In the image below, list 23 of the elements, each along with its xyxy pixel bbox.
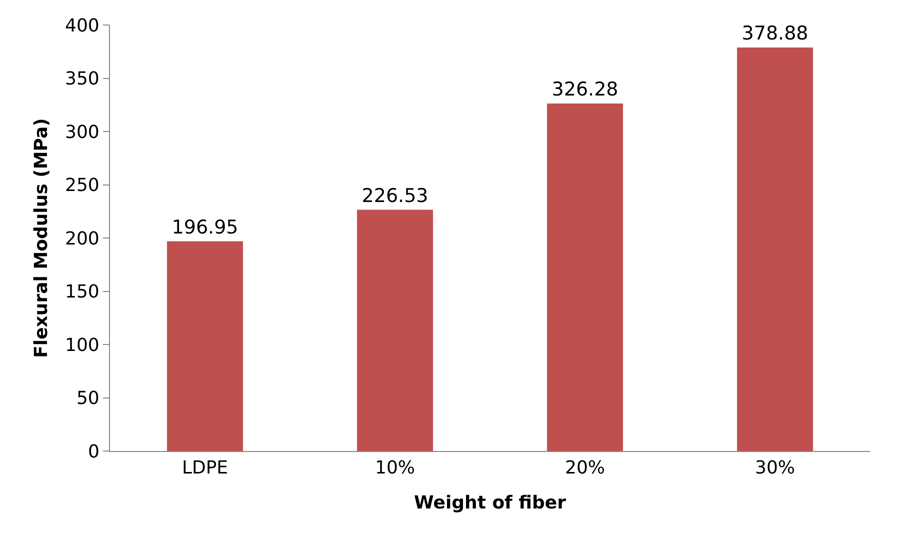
data-label: 226.53: [362, 184, 428, 207]
bar: [547, 104, 623, 451]
data-label: 378.88: [742, 22, 808, 44]
y-tick-label: 0: [88, 441, 100, 462]
x-tick-label: 10%: [374, 458, 416, 479]
x-axis-title: Weight of fiber: [414, 492, 566, 514]
x-tick-label: LDPE: [182, 458, 228, 479]
bar: [357, 210, 433, 451]
y-tick-label: 400: [65, 15, 100, 36]
y-tick-label: 50: [76, 388, 100, 410]
y-axis-title: Flexural Modulus (MPa): [31, 118, 52, 358]
y-tick-label: 350: [65, 68, 100, 90]
y-tick-label: 100: [65, 334, 100, 356]
y-tick-label: 200: [65, 228, 100, 250]
y-tick-label: 300: [65, 122, 100, 143]
x-tick-label: 30%: [754, 458, 796, 479]
bar: [737, 47, 813, 451]
data-label: 326.28: [552, 78, 618, 101]
y-tick-label: 150: [65, 282, 100, 303]
x-tick-label: 20%: [564, 458, 606, 479]
bar: [167, 241, 243, 451]
y-tick-label: 250: [65, 175, 100, 196]
data-label: 196.95: [172, 216, 238, 238]
